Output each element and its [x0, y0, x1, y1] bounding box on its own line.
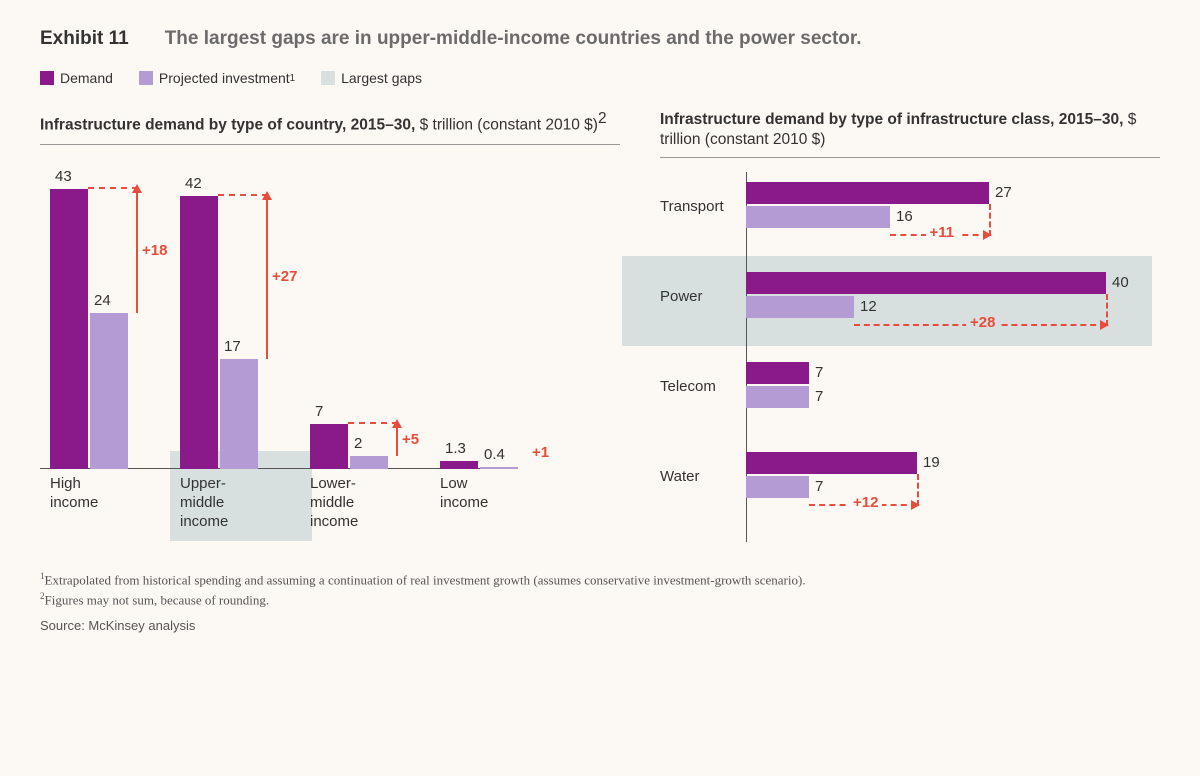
demand-bar: [746, 272, 1106, 294]
demand-bar: [440, 461, 478, 469]
demand-value: 42: [185, 175, 202, 192]
divider: [660, 157, 1160, 158]
category-label: Upper-middleincome: [180, 475, 228, 531]
footnote-2: 2Figures may not sum, because of roundin…: [40, 590, 1160, 610]
right-chart-title: Infrastructure demand by type of infrast…: [660, 110, 1160, 149]
gap-arrow-head-icon: [262, 191, 272, 200]
invest-bar: [480, 467, 518, 470]
demand-bar: [746, 182, 989, 204]
chart-title: The largest gaps are in upper-middle-inc…: [165, 28, 862, 50]
invest-bar: [746, 206, 890, 228]
bar-row: Transport 27 16 +11: [660, 172, 1140, 250]
swatch-demand: [40, 71, 54, 85]
legend-invest-sup: 1: [290, 73, 295, 84]
demand-value: 7: [315, 403, 323, 420]
invest-value: 7: [815, 478, 823, 495]
divider: [40, 144, 620, 145]
gap-value: +1: [532, 444, 549, 461]
invest-value: 0.4: [484, 446, 505, 463]
demand-value: 40: [1112, 274, 1129, 291]
swatch-invest: [139, 71, 153, 85]
category-label: Telecom: [660, 378, 716, 395]
invest-value: 24: [94, 292, 111, 309]
demand-value: 19: [923, 454, 940, 471]
invest-value: 2: [354, 435, 362, 452]
footnote-1: 1Extrapolated from historical spending a…: [40, 570, 1160, 590]
invest-value: 7: [815, 388, 823, 405]
legend-invest: Projected investment1: [139, 70, 295, 86]
gap-dash: [218, 194, 268, 196]
gap-arrow-stem: [396, 424, 398, 457]
demand-value: 1.3: [445, 440, 466, 457]
gap-value: +11: [926, 224, 959, 241]
swatch-gaps: [321, 71, 335, 85]
invest-bar: [746, 476, 809, 498]
category-label: Power: [660, 288, 703, 305]
gap-arrow-head-icon: [392, 419, 402, 428]
bar-row: Water 19 7 +12: [660, 442, 1140, 520]
demand-value: 27: [995, 184, 1012, 201]
invest-value: 16: [896, 208, 913, 225]
bar-row: Power 40 12 +28: [660, 262, 1140, 340]
gap-arrow-head-icon: [132, 184, 142, 193]
invest-value: 17: [224, 338, 241, 355]
gap-arrow-head-icon: [983, 230, 992, 240]
legend-demand-label: Demand: [60, 70, 113, 86]
left-chart: Infrastructure demand by type of country…: [40, 110, 620, 552]
source: Source: McKinsey analysis: [40, 616, 1160, 636]
footnotes: 1Extrapolated from historical spending a…: [40, 570, 1160, 635]
demand-bar: [746, 452, 917, 474]
exhibit-number: Exhibit 11: [40, 28, 129, 50]
gap-dash: [348, 422, 398, 424]
right-chart: Infrastructure demand by type of infrast…: [660, 110, 1160, 552]
category-label: Lowincome: [440, 475, 488, 513]
header: Exhibit 11 The largest gaps are in upper…: [40, 28, 1160, 50]
left-chart-title: Infrastructure demand by type of country…: [40, 110, 620, 136]
invest-bar: [220, 359, 258, 470]
gap-dash: [88, 187, 138, 189]
demand-bar: [746, 362, 809, 384]
invest-bar: [746, 386, 809, 408]
invest-bar: [350, 456, 388, 469]
bar-row: Telecom 7 7: [660, 352, 1140, 430]
gap-value: +12: [849, 494, 882, 511]
invest-bar: [746, 296, 854, 318]
gap-value: +28: [966, 314, 999, 331]
gap-arrow-stem: [266, 196, 268, 359]
legend-demand: Demand: [40, 70, 113, 86]
gap-arrow-head-icon: [1100, 320, 1109, 330]
legend-gaps: Largest gaps: [321, 70, 422, 86]
legend-invest-label: Projected investment: [159, 70, 290, 86]
category-label: Transport: [660, 198, 724, 215]
gap-value: +27: [272, 268, 297, 285]
gap-value: +5: [402, 431, 419, 448]
invest-value: 12: [860, 298, 877, 315]
gap-arrow-head-icon: [911, 500, 920, 510]
demand-bar: [50, 189, 88, 469]
category-label: Lower-middleincome: [310, 475, 358, 531]
hbar-area: Transport2716+11Power4012+28Telecom77Wat…: [660, 172, 1140, 552]
demand-bar: [310, 424, 348, 470]
vbar-area: 43 24 +18 Highincome 42 17 +27 Upper-middleinco…: [40, 159, 600, 539]
gap-arrow-stem: [136, 189, 138, 313]
demand-value: 43: [55, 168, 72, 185]
legend: Demand Projected investment1 Largest gap…: [40, 70, 1160, 86]
legend-gaps-label: Largest gaps: [341, 70, 422, 86]
demand-bar: [180, 196, 218, 469]
category-label: Highincome: [50, 475, 98, 513]
invest-bar: [90, 313, 128, 469]
demand-value: 7: [815, 364, 823, 381]
gap-value: +18: [142, 242, 167, 259]
category-label: Water: [660, 468, 699, 485]
